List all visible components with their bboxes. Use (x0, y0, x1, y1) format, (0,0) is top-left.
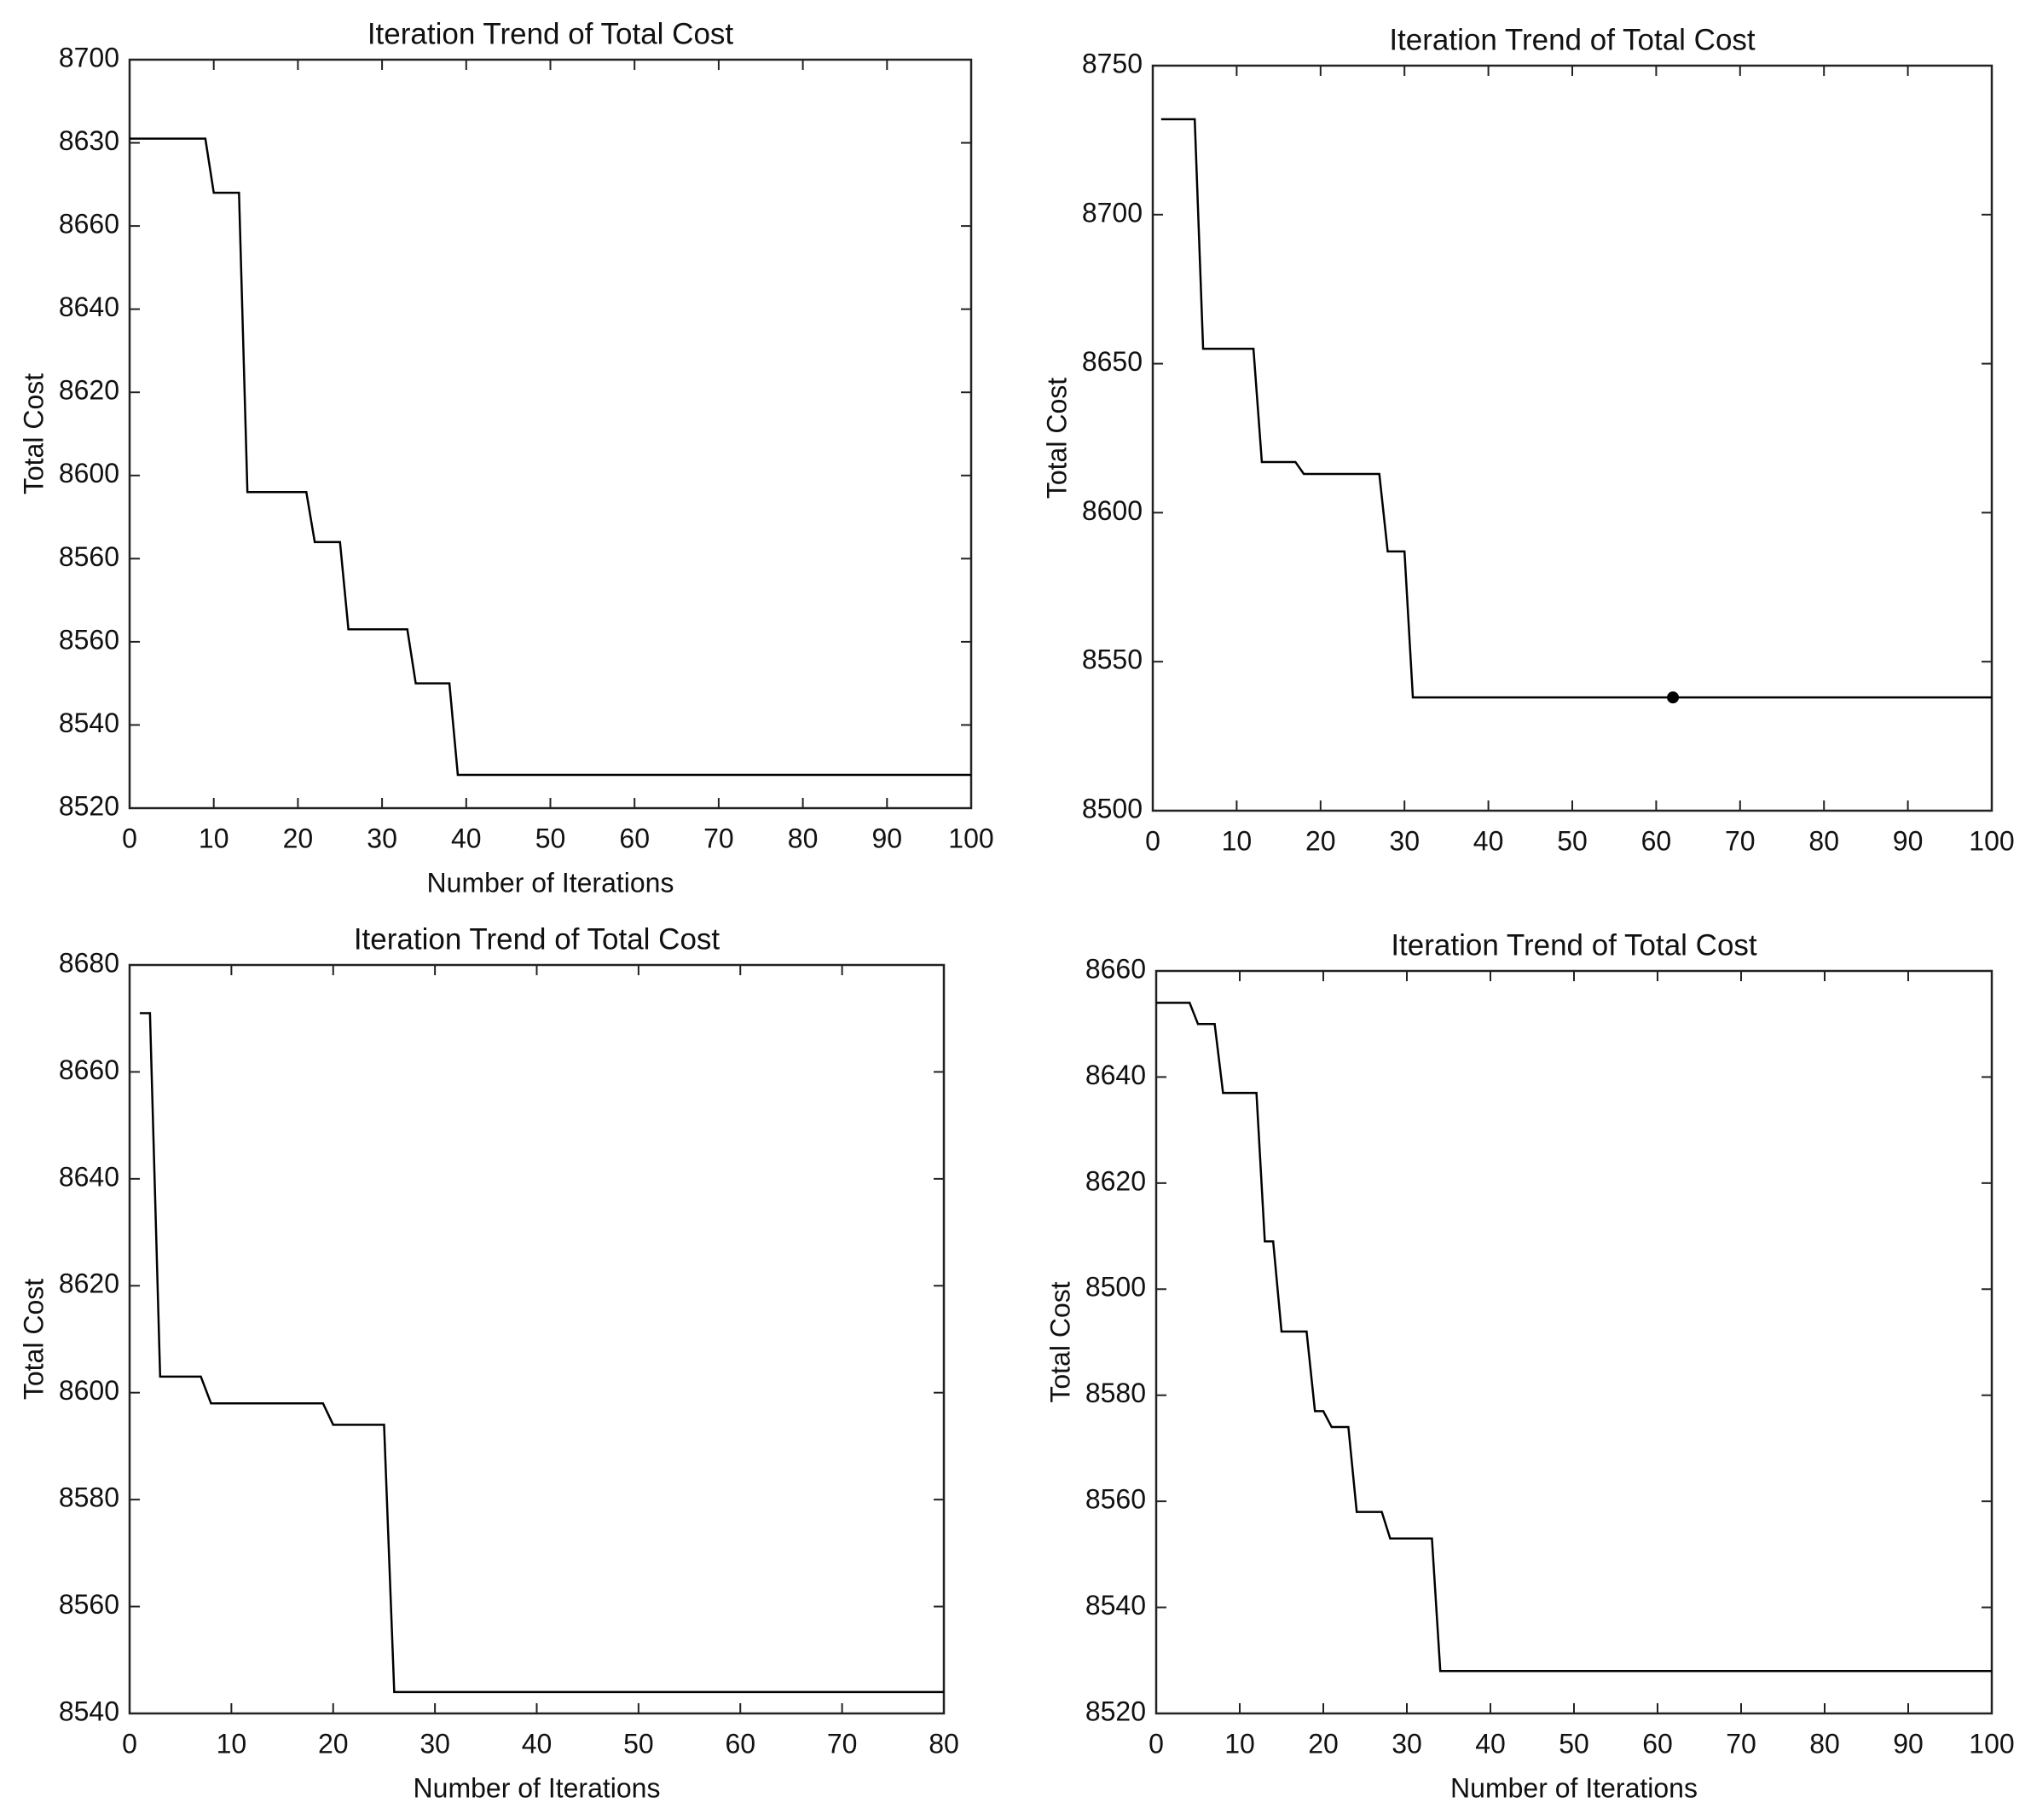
marker-point (1667, 691, 1680, 704)
x-tick-label: 40 (1473, 825, 1504, 856)
y-tick-label: 8600 (59, 458, 119, 488)
y-tick-label: 8580 (1085, 1378, 1146, 1408)
x-tick-label: 10 (217, 1728, 247, 1759)
x-tick-label: 40 (451, 823, 482, 853)
x-tick-label: 20 (318, 1728, 349, 1759)
x-tick-label: 50 (623, 1728, 654, 1759)
y-axis-label: Total Cost (18, 373, 49, 494)
x-tick-label: 60 (1642, 1728, 1673, 1759)
x-tick-label: 40 (522, 1728, 553, 1759)
y-tick-label: 8660 (59, 209, 119, 240)
x-tick-label: 0 (122, 1728, 137, 1759)
y-tick-label: 8540 (59, 708, 119, 738)
x-tick-label: 30 (1392, 1728, 1422, 1759)
y-tick-label: 8620 (1085, 1165, 1146, 1196)
x-tick-label: 70 (703, 823, 734, 853)
y-tick-label: 8660 (59, 1054, 119, 1085)
y-tick-label: 8560 (59, 541, 119, 572)
y-axis-label: Total Cost (18, 1279, 49, 1400)
y-tick-label: 8680 (59, 947, 119, 978)
y-tick-label: 8560 (1085, 1484, 1146, 1515)
x-tick-label: 50 (1559, 1728, 1589, 1759)
x-tick-label: 10 (1222, 825, 1253, 856)
plot-area (1151, 64, 1993, 812)
chart-title: Iteration Trend of Total Cost (1389, 23, 1756, 56)
x-tick-label: 80 (788, 823, 819, 853)
x-axis-label: Number of Iterations (414, 1772, 661, 1803)
y-tick-label: 8560 (59, 1589, 119, 1620)
x-tick-label: 70 (827, 1728, 858, 1759)
y-tick-label: 8700 (59, 42, 119, 72)
x-tick-label: 0 (1145, 825, 1160, 856)
x-tick-label: 90 (1893, 1728, 1924, 1759)
x-tick-label: 20 (1308, 1728, 1339, 1759)
y-tick-label: 8520 (1085, 1696, 1146, 1726)
x-tick-label: 20 (283, 823, 314, 853)
plot-area (1154, 969, 1993, 1715)
y-tick-label: 8750 (1082, 48, 1143, 78)
y-tick-label: 8580 (59, 1482, 119, 1513)
x-tick-label: 10 (1224, 1728, 1255, 1759)
x-tick-label: 30 (420, 1728, 450, 1759)
x-tick-label: 100 (948, 823, 993, 853)
x-tick-label: 70 (1725, 825, 1756, 856)
cost-line (1160, 118, 1992, 699)
chart-title: Iteration Trend of Total Cost (1391, 928, 1757, 962)
x-tick-label: 100 (1969, 1728, 2014, 1759)
plot-area (128, 58, 973, 810)
y-tick-label: 8540 (59, 1696, 119, 1726)
x-tick-label: 0 (122, 823, 137, 853)
x-tick-label: 30 (367, 823, 397, 853)
x-tick-label: 80 (1809, 1728, 1840, 1759)
plot-area (128, 963, 946, 1715)
y-tick-label: 8500 (1082, 793, 1143, 823)
y-tick-label: 8620 (59, 1268, 119, 1299)
y-tick-label: 8560 (59, 624, 119, 655)
x-tick-label: 10 (199, 823, 229, 853)
x-tick-label: 90 (1893, 825, 1924, 856)
x-tick-label: 100 (1969, 825, 2014, 856)
y-tick-label: 8660 (1085, 953, 1146, 984)
y-tick-label: 8640 (59, 292, 119, 322)
y-tick-label: 8550 (1082, 644, 1143, 675)
x-tick-label: 80 (929, 1728, 959, 1759)
x-tick-label: 40 (1475, 1728, 1506, 1759)
cost-line (139, 1012, 944, 1694)
x-tick-label: 60 (725, 1728, 755, 1759)
x-tick-label: 50 (1557, 825, 1588, 856)
y-tick-label: 8600 (59, 1375, 119, 1406)
y-axis-label: Total Cost (1041, 378, 1072, 499)
x-tick-label: 0 (1149, 1728, 1164, 1759)
x-axis-label: Number of Iterations (427, 867, 674, 898)
x-tick-label: 70 (1726, 1728, 1756, 1759)
y-axis-label: Total Cost (1044, 1281, 1075, 1402)
x-tick-label: 50 (535, 823, 566, 853)
x-tick-label: 60 (1641, 825, 1672, 856)
y-tick-label: 8620 (59, 375, 119, 406)
x-tick-label: 20 (1305, 825, 1336, 856)
x-tick-label: 80 (1808, 825, 1839, 856)
y-tick-label: 8540 (1085, 1590, 1146, 1621)
chart-title: Iteration Trend of Total Cost (367, 17, 734, 50)
x-axis-label: Number of Iterations (1450, 1772, 1698, 1803)
y-tick-label: 8700 (1082, 197, 1143, 228)
x-tick-label: 30 (1389, 825, 1420, 856)
y-tick-label: 8520 (59, 790, 119, 821)
cost-line (1156, 1002, 1992, 1673)
cost-line (130, 137, 971, 777)
x-tick-label: 60 (619, 823, 650, 853)
chart-title: Iteration Trend of Total Cost (354, 922, 720, 956)
y-tick-label: 8640 (1085, 1060, 1146, 1090)
x-tick-label: 90 (872, 823, 903, 853)
y-tick-label: 8650 (1082, 346, 1143, 377)
y-tick-label: 8640 (59, 1161, 119, 1192)
y-tick-label: 8630 (59, 125, 119, 156)
y-tick-label: 8600 (1082, 495, 1143, 526)
y-tick-label: 8500 (1085, 1272, 1146, 1303)
